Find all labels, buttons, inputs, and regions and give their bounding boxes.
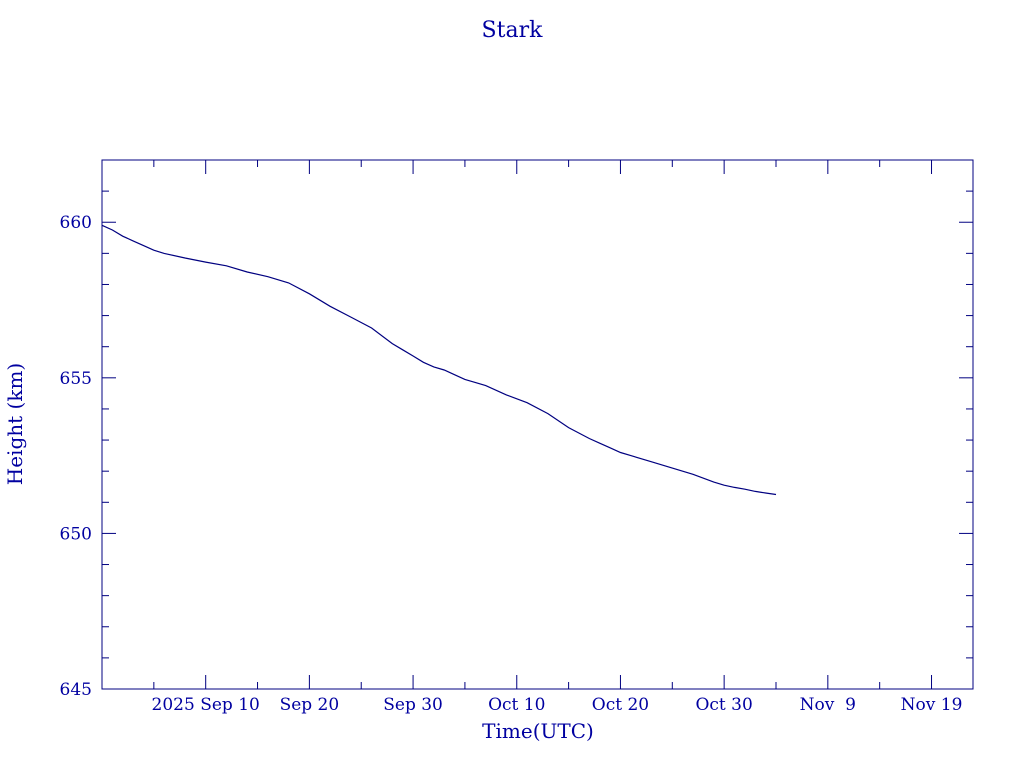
x-tick-label: Oct 30 [695, 695, 752, 715]
x-tick-labels: 2025 Sep 10 Sep 20 Sep 30 Oct 10 Oct 20 Oct 3… [152, 695, 963, 715]
x-tick-label: Nov 9 [800, 695, 856, 715]
chart-title: Stark [482, 18, 544, 43]
x-tick-label: Oct 10 [488, 695, 545, 715]
y-tick-label: 645 [60, 680, 92, 700]
y-tick-labels: 645 650 655 660 [60, 213, 92, 700]
y-tick-label: 655 [60, 369, 92, 389]
x-tick-label: Sep 30 [383, 695, 443, 715]
x-tick-label: Oct 20 [592, 695, 649, 715]
x-axis-title: Time(UTC) [482, 719, 594, 743]
plot-frame [101, 159, 974, 690]
axis-ticks [101, 159, 973, 690]
x-tick-label: 2025 Sep 10 [152, 695, 260, 715]
x-tick-label: Nov 19 [901, 695, 963, 715]
x-tick-label: Sep 20 [280, 695, 340, 715]
height-series-line [101, 224, 777, 496]
y-tick-label: 650 [60, 524, 92, 544]
y-axis-title: Height (km) [3, 363, 27, 485]
y-tick-label: 660 [60, 213, 92, 233]
